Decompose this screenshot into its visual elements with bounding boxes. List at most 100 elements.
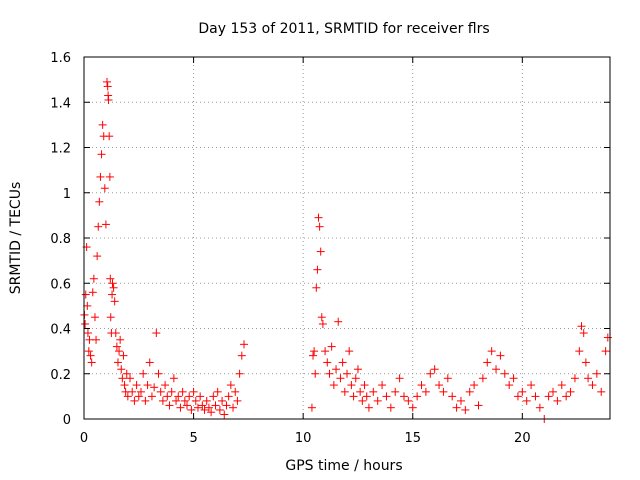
- data-point: [105, 172, 114, 181]
- data-point: [313, 265, 322, 274]
- data-point: [509, 374, 518, 383]
- data-point: [132, 381, 141, 390]
- data-point: [218, 396, 227, 405]
- data-point: [430, 365, 439, 374]
- data-point: [369, 387, 378, 396]
- data-point: [592, 369, 601, 378]
- data-point: [351, 374, 360, 383]
- data-point: [386, 403, 395, 412]
- data-point: [120, 381, 129, 390]
- data-point: [96, 172, 105, 181]
- y-tick-label: 1.4: [50, 96, 71, 111]
- data-point: [104, 95, 113, 104]
- data-point: [98, 120, 107, 129]
- data-point: [235, 369, 244, 378]
- data-point: [448, 392, 457, 401]
- data-point: [426, 369, 435, 378]
- data-point: [315, 222, 324, 231]
- data-point: [362, 392, 371, 401]
- data-point: [86, 351, 95, 360]
- data-point: [309, 351, 318, 360]
- data-point: [349, 392, 358, 401]
- data-point: [531, 392, 540, 401]
- data-point: [364, 403, 373, 412]
- data-point: [570, 374, 579, 383]
- y-tick-label: 1.6: [50, 51, 71, 66]
- data-point: [373, 396, 382, 405]
- plot-frame: [83, 56, 611, 420]
- data-point: [544, 392, 553, 401]
- data-point: [193, 403, 202, 412]
- data-point: [103, 77, 112, 86]
- data-point: [176, 403, 185, 412]
- data-point: [109, 283, 118, 292]
- y-axis-label: SRMTID / TECUs: [8, 182, 24, 295]
- data-point: [226, 381, 235, 390]
- data-point: [87, 358, 96, 367]
- data-point: [81, 290, 90, 299]
- data-point: [500, 369, 509, 378]
- data-point: [311, 369, 320, 378]
- data-point: [310, 347, 319, 356]
- data-point: [323, 358, 332, 367]
- data-point: [487, 347, 496, 356]
- data-point: [126, 374, 135, 383]
- data-point: [575, 347, 584, 356]
- y-tick-label: 1: [63, 187, 71, 202]
- data-point: [211, 401, 220, 410]
- data-point: [209, 392, 218, 401]
- data-point: [108, 279, 117, 288]
- data-point: [174, 392, 183, 401]
- data-point: [318, 319, 327, 328]
- data-point: [118, 374, 127, 383]
- data-point: [83, 329, 92, 338]
- data-point: [156, 387, 165, 396]
- data-point: [470, 381, 479, 390]
- data-point: [549, 387, 558, 396]
- y-tick-label: 0.8: [50, 232, 71, 247]
- data-point: [154, 369, 163, 378]
- data-point: [112, 342, 121, 351]
- data-point: [332, 365, 341, 374]
- grid-lines: [84, 57, 610, 419]
- data-point: [207, 408, 216, 417]
- data-point: [553, 396, 562, 405]
- data-point: [108, 290, 117, 299]
- data-point: [395, 374, 404, 383]
- data-point: [169, 374, 178, 383]
- x-tick-label: 15: [404, 431, 421, 446]
- data-point: [522, 396, 531, 405]
- data-point: [147, 392, 156, 401]
- data-point: [183, 401, 192, 410]
- y-tick-label: 0.4: [50, 323, 71, 338]
- data-point: [307, 403, 316, 412]
- data-point: [136, 387, 145, 396]
- data-point: [94, 222, 103, 231]
- data-point: [158, 396, 167, 405]
- data-point: [581, 358, 590, 367]
- data-point: [325, 369, 334, 378]
- data-point: [196, 392, 205, 401]
- axis-ticks: [83, 56, 610, 420]
- data-point: [358, 396, 367, 405]
- data-point: [452, 403, 461, 412]
- data-point: [213, 387, 222, 396]
- chart-title: Day 153 of 2011, SRMTID for receiver flr…: [198, 21, 489, 37]
- data-point: [391, 387, 400, 396]
- data-point: [231, 387, 240, 396]
- x-axis-label: GPS time / hours: [285, 458, 402, 474]
- data-point: [202, 396, 211, 405]
- data-point: [200, 405, 209, 414]
- data-point: [141, 396, 150, 405]
- data-point: [577, 322, 586, 331]
- data-point: [399, 392, 408, 401]
- data-point: [97, 150, 106, 159]
- data-point: [435, 381, 444, 390]
- data-point: [312, 283, 321, 292]
- data-point: [321, 347, 330, 356]
- data-point: [353, 365, 362, 374]
- data-point: [128, 387, 137, 396]
- data-point: [187, 405, 196, 414]
- data-point: [100, 184, 109, 193]
